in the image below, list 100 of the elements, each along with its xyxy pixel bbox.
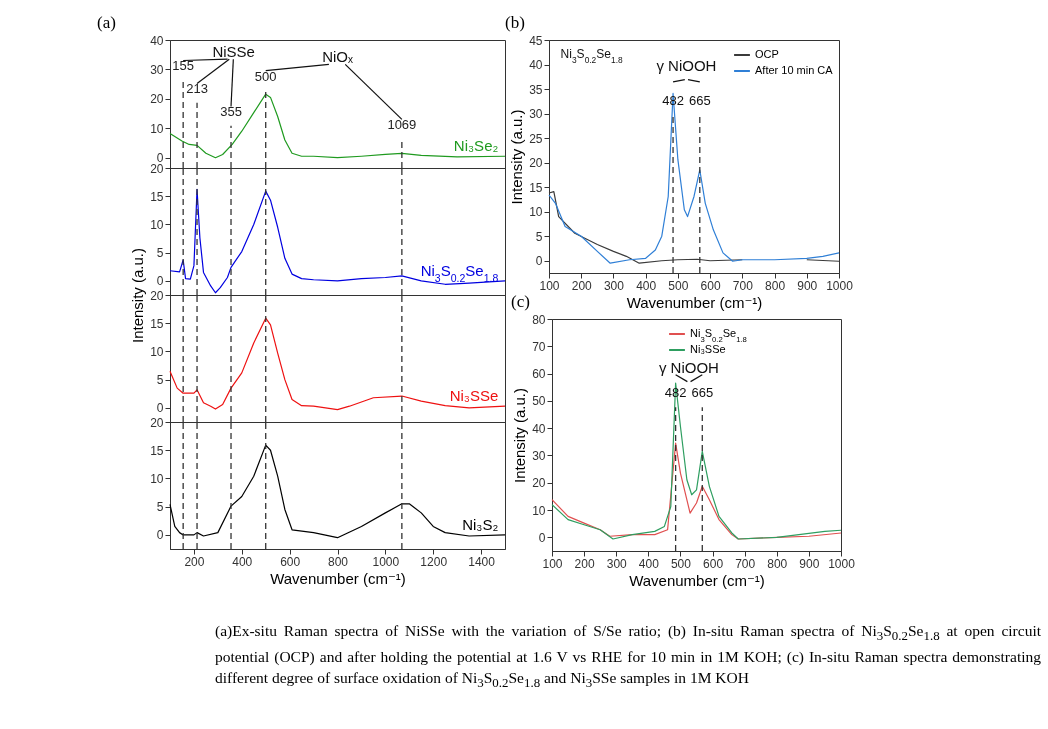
y-tick-label: 10 bbox=[529, 205, 543, 220]
y-tick-label: 20 bbox=[529, 156, 543, 171]
x-axis-title: Wavenumber (cm⁻¹) bbox=[629, 571, 765, 589]
legend-label: OCP bbox=[755, 48, 779, 60]
y-tick-label: 15 bbox=[150, 443, 164, 458]
annotation: γ NiOOH bbox=[658, 358, 719, 376]
y-tick-label: 5 bbox=[156, 373, 164, 388]
y-tick-label: 20 bbox=[150, 92, 164, 107]
annotation: Ni$_{3}$S$_{0.2}$Se$_{1.8}$ bbox=[560, 46, 623, 65]
annotation: 665 bbox=[691, 385, 714, 401]
y-tick-label: 0 bbox=[156, 401, 164, 416]
x-tick-label: 600 bbox=[700, 278, 721, 293]
line-series bbox=[169, 188, 506, 294]
x-tick-label: 800 bbox=[327, 554, 349, 569]
legend-label: After 10 min CA bbox=[755, 64, 834, 76]
line-series bbox=[169, 317, 506, 411]
series-label: Ni₃Se₂ bbox=[453, 137, 499, 155]
y-tick-label: 60 bbox=[532, 367, 546, 382]
x-tick-label: 400 bbox=[232, 554, 253, 569]
y-tick-label: 15 bbox=[150, 316, 164, 331]
x-tick-label: 900 bbox=[799, 556, 820, 571]
x-tick-label: 600 bbox=[280, 554, 301, 569]
x-tick-label: 500 bbox=[670, 556, 692, 571]
x-tick-label: 1200 bbox=[420, 554, 448, 569]
y-tick-label: 20 bbox=[150, 288, 164, 303]
chart-title: (a) bbox=[97, 13, 116, 32]
x-tick-label: 200 bbox=[571, 278, 593, 293]
x-axis-title: Wavenumber (cm⁻¹) bbox=[626, 293, 763, 311]
x-tick-label: 100 bbox=[542, 556, 563, 571]
x-tick-label: 1000 bbox=[826, 278, 854, 293]
y-tick-label: 80 bbox=[532, 312, 546, 327]
line-series bbox=[551, 382, 842, 540]
y-tick-label: 70 bbox=[532, 339, 546, 354]
x-tick-label: 800 bbox=[765, 278, 786, 293]
y-tick-label: 35 bbox=[529, 82, 543, 97]
x-tick-label: 400 bbox=[636, 278, 657, 293]
x-tick-label: 1000 bbox=[372, 554, 400, 569]
x-tick-label: 1400 bbox=[468, 554, 496, 569]
annotation: 665 bbox=[688, 92, 711, 108]
y-tick-label: 5 bbox=[535, 229, 543, 244]
series-label: Ni₃S₂ bbox=[462, 515, 499, 533]
x-axis-title: Wavenumber (cm⁻¹) bbox=[270, 569, 406, 587]
chart-title: (b) bbox=[505, 13, 525, 32]
y-tick-label: 10 bbox=[150, 471, 164, 486]
y-axis-title: Intensity (a.u.) bbox=[508, 109, 526, 205]
y-tick-label: 40 bbox=[150, 33, 164, 48]
y-tick-label: 20 bbox=[532, 476, 546, 491]
chart-title: (c) bbox=[511, 292, 530, 311]
y-axis-title: Intensity (a.u.) bbox=[129, 247, 147, 344]
x-tick-label: 400 bbox=[638, 556, 660, 571]
line-series bbox=[169, 444, 506, 539]
y-tick-label: 20 bbox=[150, 161, 164, 176]
x-tick-label: 700 bbox=[732, 278, 754, 293]
series-label: Ni₃SSe bbox=[449, 387, 499, 405]
x-tick-label: 200 bbox=[574, 556, 595, 571]
y-tick-label: 5 bbox=[156, 500, 164, 515]
y-tick-label: 0 bbox=[538, 530, 546, 545]
y-tick-label: 15 bbox=[529, 180, 543, 195]
annotation: γ NiOOH bbox=[656, 56, 717, 74]
annotation: NiSSe bbox=[212, 42, 255, 60]
x-tick-label: 300 bbox=[603, 278, 625, 293]
y-tick-label: 10 bbox=[150, 121, 164, 136]
x-tick-label: 300 bbox=[606, 556, 628, 571]
y-tick-label: 30 bbox=[532, 448, 546, 463]
y-tick-label: 10 bbox=[150, 217, 164, 232]
x-tick-label: 1000 bbox=[828, 556, 856, 571]
y-axis-title: Intensity (a.u.) bbox=[511, 387, 529, 484]
y-tick-label: 10 bbox=[532, 503, 546, 518]
x-tick-label: 600 bbox=[703, 556, 724, 571]
x-tick-label: 100 bbox=[539, 278, 560, 293]
y-tick-label: 30 bbox=[150, 62, 164, 77]
line-series bbox=[169, 93, 506, 159]
y-tick-label: 40 bbox=[529, 58, 543, 73]
line-series bbox=[548, 92, 840, 264]
y-tick-label: 0 bbox=[156, 274, 164, 289]
y-tick-label: 5 bbox=[156, 246, 164, 261]
y-tick-label: 45 bbox=[529, 33, 543, 48]
ref-line-label: 500 bbox=[254, 68, 277, 84]
text: (a)Ex-situ Raman spectra of NiSSe with the variation of S/Se ratio; (b) In-situ Raman spectra of Ni$_{3}$S$_{0.2}$Se$_{1.8}$ at open circuit potential (OCP) and after holding the potential at 1.6 V vs RHE for 10 min in 1M KOH; (c) In-situ Raman spectra demonstrating different degree of surface oxidation of Ni$_{3}$S$_{0.2}$Se$_{1.8}$ and Ni$_{3}$SSe samples in 1M KOH bbox=[215, 622, 1042, 691]
x-tick-label: 200 bbox=[184, 554, 205, 569]
y-tick-label: 10 bbox=[150, 344, 164, 359]
y-tick-label: 0 bbox=[156, 528, 164, 543]
y-tick-label: 50 bbox=[532, 394, 546, 409]
x-tick-label: 500 bbox=[668, 278, 689, 293]
y-tick-label: 0 bbox=[535, 254, 543, 269]
legend-label: Ni$_{3}$S$_{0.2}$Se$_{1.8}$ bbox=[690, 327, 747, 344]
y-tick-label: 40 bbox=[532, 421, 546, 436]
x-tick-label: 800 bbox=[767, 556, 788, 571]
y-tick-label: 30 bbox=[529, 107, 543, 122]
y-tick-label: 15 bbox=[150, 189, 164, 204]
ref-line-label: 155 bbox=[172, 58, 195, 74]
legend-label: Ni₃SSe bbox=[690, 343, 726, 355]
x-tick-label: 700 bbox=[735, 556, 756, 571]
annotation: NiOₓ bbox=[322, 47, 353, 65]
y-tick-label: 20 bbox=[150, 415, 164, 430]
ref-line-label: 213 bbox=[186, 81, 208, 97]
ref-line-label: 1069 bbox=[387, 117, 417, 133]
x-tick-label: 900 bbox=[797, 278, 818, 293]
ref-line-label: 355 bbox=[220, 104, 242, 120]
y-tick-label: 25 bbox=[529, 131, 543, 146]
